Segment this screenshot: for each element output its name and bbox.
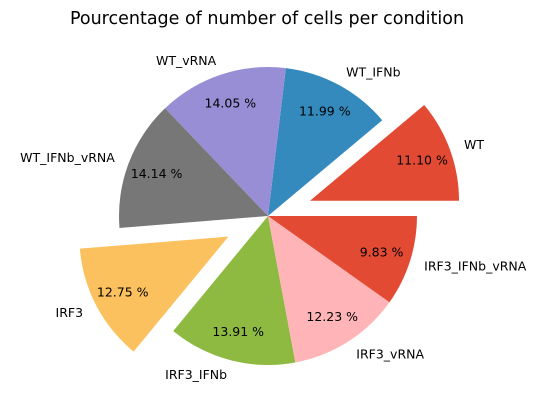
chart-title: Pourcentage of number of cells per condi… xyxy=(70,9,464,29)
pct-label-irf3-vrna: 12.23 % xyxy=(306,309,358,324)
pie-slice-wt-vrna xyxy=(165,67,286,216)
pie-slice-wt-ifnb xyxy=(268,68,383,216)
slice-label-wt-ifnb: WT_IFNb xyxy=(346,64,400,79)
pie-slice-wt-ifnb-vrna xyxy=(119,108,269,228)
pct-label-irf3: 12.75 % xyxy=(97,284,149,299)
pct-label-irf3-ifnb-vrna: 9.83 % xyxy=(360,245,404,260)
pct-label-irf3-ifnb: 13.91 % xyxy=(212,324,264,339)
pie-slice-irf3-ifnb xyxy=(173,216,296,366)
pie-slices xyxy=(79,67,460,366)
slice-label-wt-vrna: WT_vRNA xyxy=(156,53,217,68)
pct-label-wt: 11.10 % xyxy=(396,152,448,167)
pct-label-wt-ifnb-vrna: 14.14 % xyxy=(131,166,183,181)
pie-slice-irf3-vrna xyxy=(268,216,390,363)
slice-label-irf3-vrna: IRF3_vRNA xyxy=(356,347,424,362)
pct-label-wt-vrna: 14.05 % xyxy=(205,95,257,110)
slice-label-irf3-ifnb: IRF3_IFNb xyxy=(165,367,227,382)
pie-slice-wt xyxy=(310,105,460,201)
pie-labels: 11.10 % WT 11.99 % WT_IFNb 14.05 % WT_vRNA 14.… xyxy=(20,53,527,382)
pct-label-wt-ifnb: 11.99 % xyxy=(299,104,351,119)
pie-slice-irf3 xyxy=(79,236,229,352)
slice-label-irf3: IRF3 xyxy=(56,305,84,320)
slice-label-wt: WT xyxy=(464,137,484,152)
slice-label-irf3-ifnb-vrna: IRF3_IFNb_vRNA xyxy=(424,258,527,273)
pie-slice-irf3-ifnb-vrna xyxy=(268,216,417,303)
slice-label-wt-ifnb-vrna: WT_IFNb_vRNA xyxy=(20,150,115,165)
